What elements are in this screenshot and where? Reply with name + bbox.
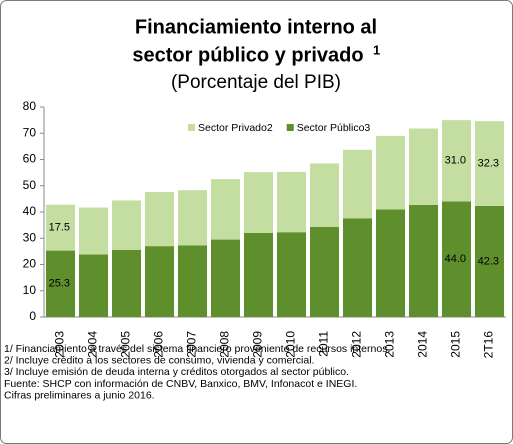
bar-segment <box>177 245 208 317</box>
footnote: 2/ Incluye crédito a los sectores de con… <box>4 355 314 367</box>
x-tick-label: 2004 <box>86 331 100 358</box>
legend-swatch <box>188 124 195 131</box>
chart-title: sector público y privado <box>132 44 363 66</box>
bar-segment <box>276 232 307 317</box>
data-label: 42.3 <box>478 255 499 267</box>
bar-segment <box>78 254 109 317</box>
y-tick-label: 30 <box>23 230 37 244</box>
data-label: 44.0 <box>445 253 466 265</box>
bar-segment <box>243 233 274 317</box>
bar-segment <box>243 172 274 233</box>
y-tick-label: 20 <box>23 257 37 271</box>
legend-label: Sector Público3 <box>297 122 371 134</box>
y-tick-label: 80 <box>23 99 37 113</box>
x-tick-label: 2011 <box>317 331 331 357</box>
y-tick-label: 70 <box>23 125 37 139</box>
footnote: Cifras preliminares a junio 2016. <box>4 389 155 401</box>
data-label: 17.5 <box>49 222 70 234</box>
bar-segment <box>210 179 241 240</box>
bar-segment <box>342 149 373 219</box>
footnote: 3/ Incluye emisión de deuda interna y cr… <box>4 366 349 378</box>
title-note: 1 <box>373 42 380 57</box>
bar-segment <box>342 218 373 317</box>
bar-segment <box>474 205 505 317</box>
footnote: Fuente: SHCP con información de CNBV, Ba… <box>4 378 357 390</box>
legend-swatch <box>286 124 294 131</box>
y-tick-label: 10 <box>23 283 37 297</box>
bar-segment <box>276 171 307 233</box>
data-label: 31.0 <box>445 155 466 167</box>
bar-segment <box>441 201 472 317</box>
x-tick-label: 2006 <box>152 331 166 358</box>
bar-segment <box>111 249 142 317</box>
bar-segment <box>78 207 109 255</box>
x-tick-label: 2014 <box>416 331 430 358</box>
bar-segment <box>144 192 175 247</box>
bar-segment <box>45 204 76 251</box>
x-tick-label: 2008 <box>218 331 232 358</box>
footnote: 1/ Financiamiento a través del sistema f… <box>4 343 390 355</box>
bar-segment <box>375 209 406 317</box>
y-tick-label: 40 <box>23 204 37 218</box>
bar-segment <box>408 204 439 317</box>
x-tick-label: 2015 <box>449 331 463 358</box>
bar-segment <box>309 226 340 317</box>
y-tick-label: 60 <box>23 152 37 166</box>
y-tick-label: 0 <box>29 309 36 323</box>
x-tick-label: 2007 <box>185 331 199 358</box>
x-tick-label: 2012 <box>350 331 364 358</box>
x-tick-label: 2005 <box>119 331 133 358</box>
bar-segment <box>210 239 241 317</box>
bar-segment <box>309 163 340 227</box>
x-tick-label: 2010 <box>284 331 298 358</box>
bar-segment <box>45 250 76 317</box>
data-label: 32.3 <box>478 157 499 169</box>
bar-segment <box>474 121 505 206</box>
bar-segment <box>375 135 406 210</box>
x-tick-label: 2T16 <box>482 331 496 359</box>
x-tick-label: 2009 <box>251 331 265 358</box>
x-tick-label: 2013 <box>383 331 397 358</box>
bar-segment <box>111 200 142 250</box>
bar-segment <box>177 190 208 246</box>
data-label: 25.3 <box>49 278 70 290</box>
chart-subtitle: (Porcentaje del PIB) <box>171 72 341 93</box>
y-tick-label: 50 <box>23 178 37 192</box>
bar-segment <box>144 246 175 317</box>
bar-segment <box>408 128 439 205</box>
x-tick-label: 2003 <box>53 331 67 358</box>
legend-label: Sector Privado2 <box>198 122 273 134</box>
bar-segment <box>441 120 472 202</box>
chart-title: Financiamiento interno al <box>135 16 377 38</box>
